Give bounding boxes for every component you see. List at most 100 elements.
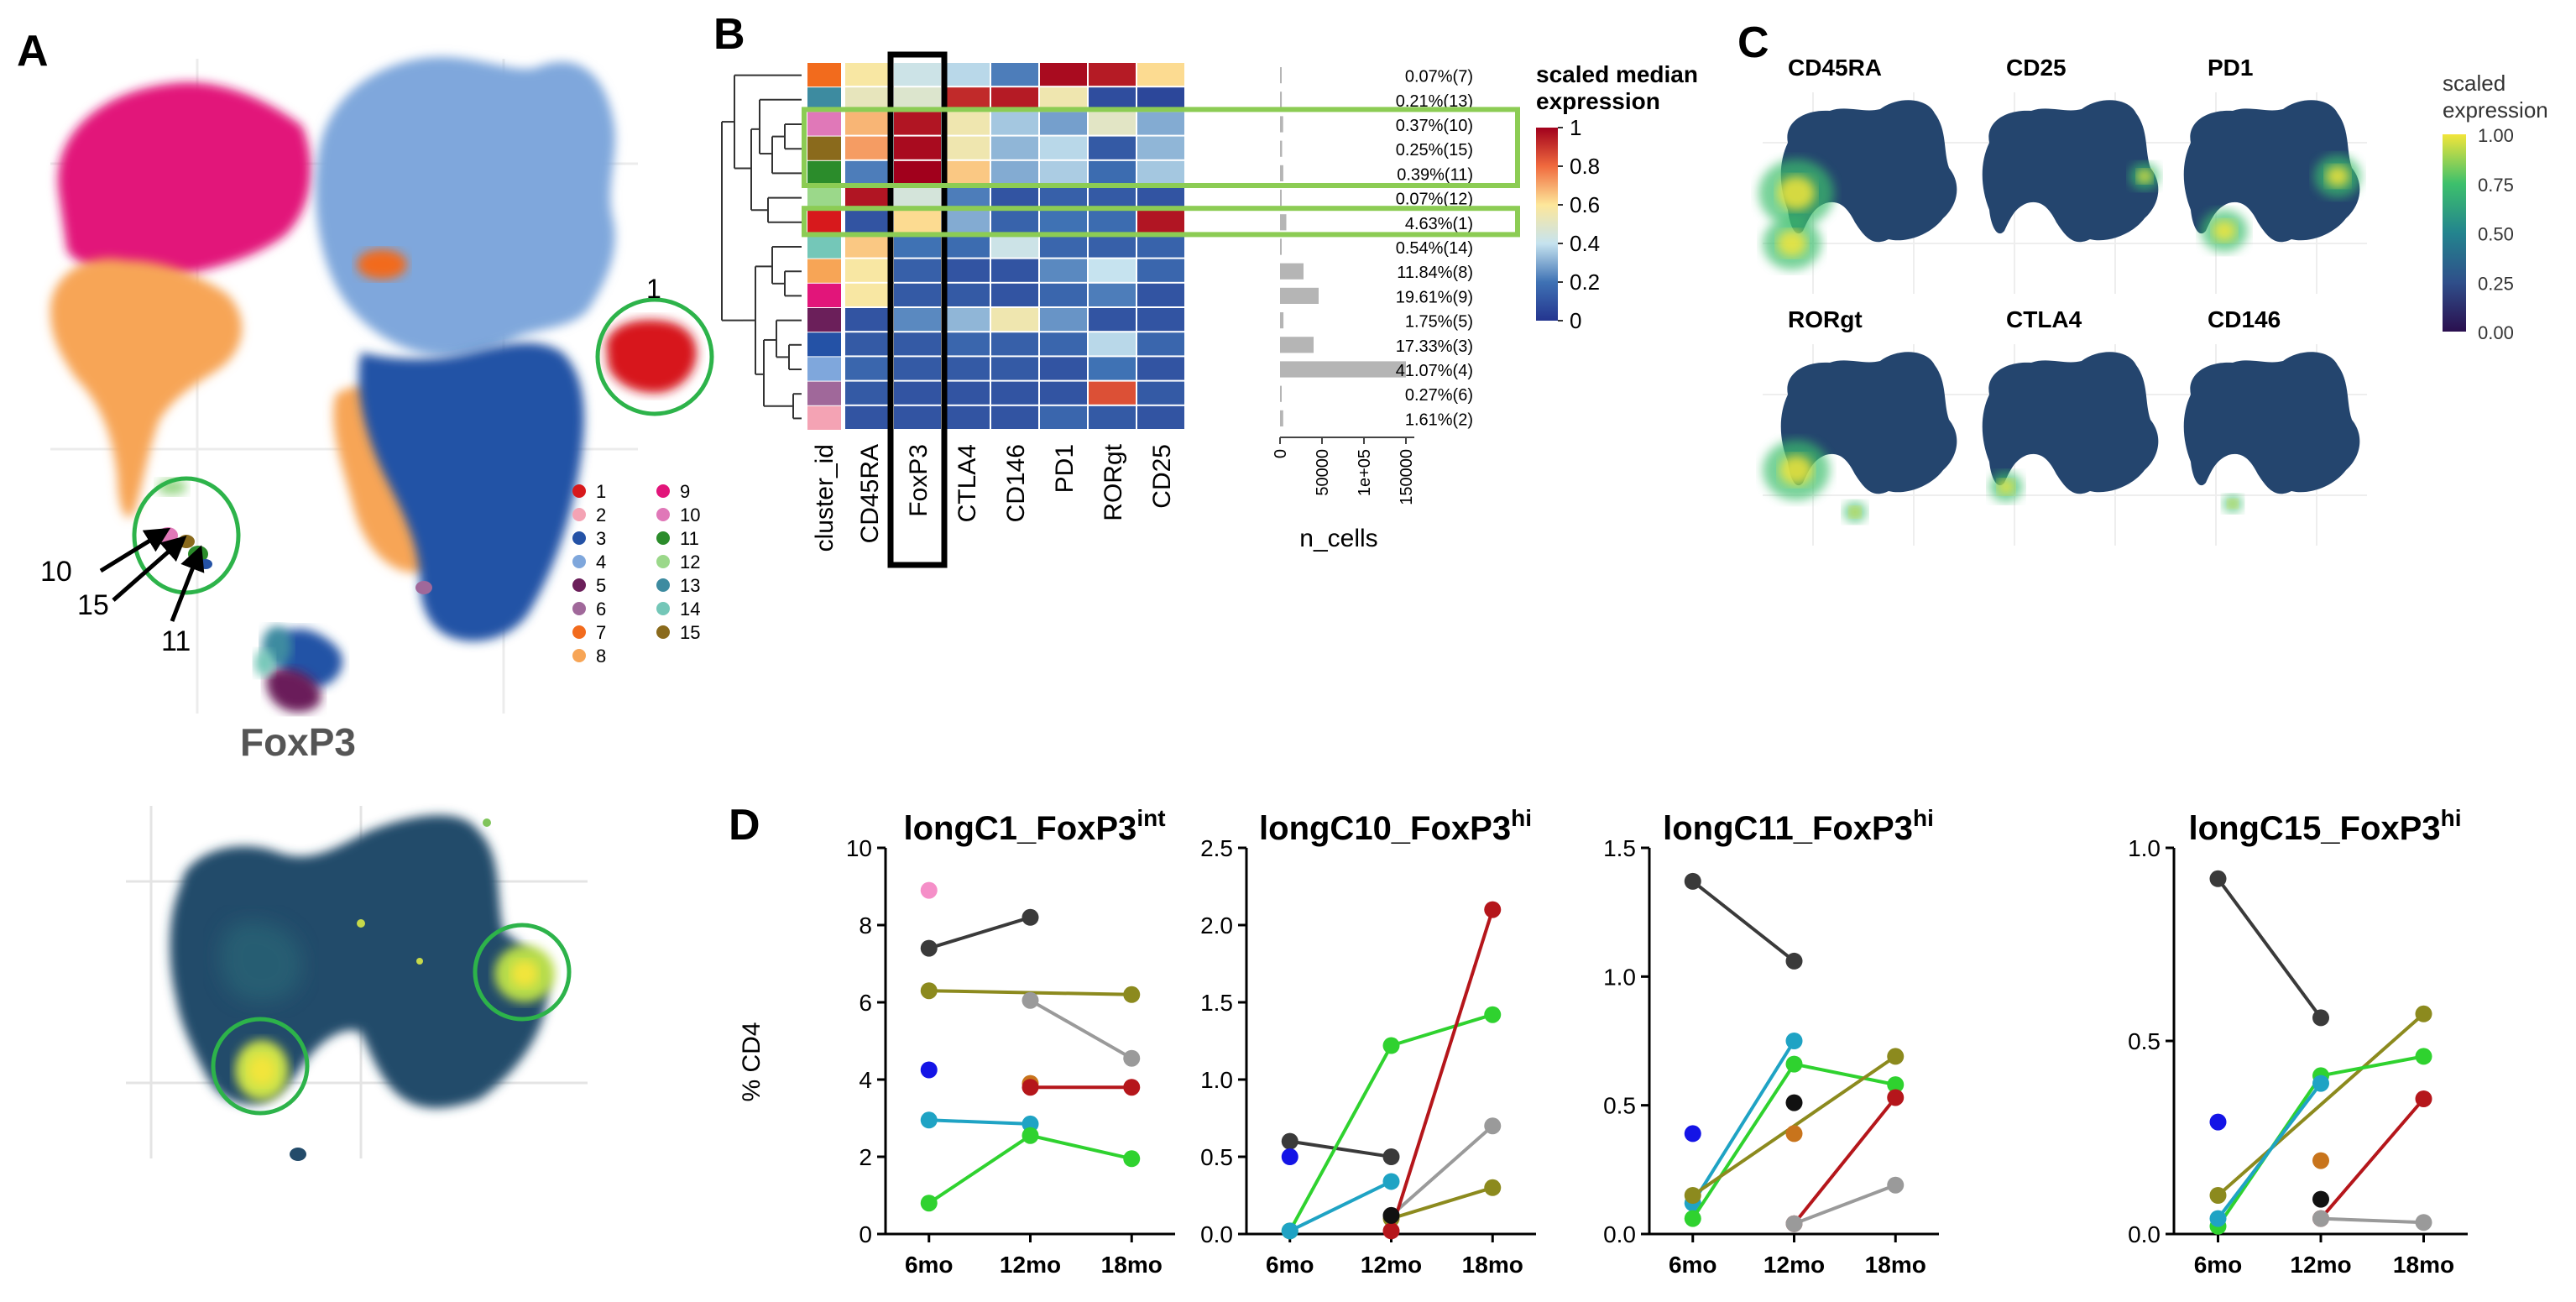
heatmap-cell [1089,210,1136,233]
heatmap-cell [991,234,1038,258]
series-line-darkred [1389,908,1495,1231]
series-point-grey [1484,1117,1502,1135]
chart-title: longC10_FoxP3hi [1259,805,1532,847]
legend-label-8: 8 [596,646,606,667]
heatmap-cell [991,63,1038,86]
panel-b-label: B [713,10,745,59]
heatmap-cell [894,357,941,380]
y-tick-label: 0.0 [2128,1221,2161,1247]
foxp3-umap-title: FoxP3 [240,720,356,764]
n-cells-bar-14 [1280,238,1282,255]
heatmap-cell [1137,87,1184,111]
cluster-percent-label: 1.75%(5) [1405,313,1473,332]
x-tick-label: 18mo [2393,1252,2454,1278]
panel-d-ylabel: % CD4 [738,1022,765,1101]
heatmap-cell [845,160,892,184]
heatmap-cell [991,136,1038,159]
column-label-cluster_id: cluster_id [811,444,839,552]
series-point-pink [920,881,938,899]
heatmap-cell [894,63,941,86]
heatmap-column-labels: cluster_id CD45RA FoxP3 CTLA4 CD146 PD1 RORgt C… [811,443,1176,552]
y-tick-label: 2 [859,1144,872,1170]
marker-colorbar [2443,134,2466,332]
rows-10-15-11-highlight [802,107,1520,188]
heatmap-cell [1089,259,1136,282]
heatmap-legend-title-2: expression [1536,88,1660,114]
heatmap-cell [894,308,941,332]
series-point-green [1887,1076,1905,1094]
cluster-percent-label: 0.07%(7) [1405,68,1473,86]
heatmap-cell [1089,283,1136,306]
heatmap-cell [943,63,990,86]
column-label-FoxP3: FoxP3 [905,444,933,517]
cluster-id-cell-5 [807,308,841,332]
heatmap-cell [1137,63,1184,86]
legend-label-6: 6 [596,599,606,620]
y-tick-label: 2.5 [1200,835,1233,861]
heatmap-cell [1089,160,1136,184]
heatmap-cell [894,87,941,111]
heatmap-highlights [802,51,1520,568]
cluster-percent-label: 0.27%(6) [1405,386,1473,405]
heatmap-cell [845,136,892,159]
marker-legend-title-2: expression [2443,97,2548,123]
series-point-grey [1785,1215,1803,1232]
cluster-id-cell-2 [807,405,841,430]
heatmap-cell [1089,112,1136,135]
heatmap-cell [943,186,990,209]
series-line-black [1289,1139,1392,1158]
heatmap-cell [845,381,892,405]
chart-title: longC11_FoxP3hi [1663,805,1934,847]
x-tick-label: 18mo [1865,1252,1926,1278]
series-point-green [1484,1006,1502,1023]
cluster-percent-label: 0.21%(13) [1396,92,1473,111]
n-cells-tick: 50000 [1314,449,1332,496]
n-cells-bar-4 [1280,361,1406,378]
legend-swatch-5 [572,578,586,592]
n-cells-bar-6 [1280,385,1282,402]
heatmap-cell [894,283,941,306]
series-point-black [1022,908,1039,926]
legend-label-4: 4 [596,552,606,573]
heatmap-cell [1137,308,1184,332]
heatmap-cell [1137,332,1184,356]
umap-marker-title: CTLA4 [2006,306,2082,332]
series-point-black [1382,1148,1400,1165]
series-line-black [2216,877,2323,1019]
heatmap-cell [845,210,892,233]
panel-d-label: D [729,801,760,850]
series-line-grey [2320,1216,2424,1225]
y-tick-label: 8 [859,912,872,939]
umap-marker-CD146: CD146 [2166,306,2367,546]
series-line-green [927,1133,1132,1205]
x-tick-label: 18mo [1101,1252,1163,1278]
cluster-id-cell-1 [807,210,841,234]
series-point-olive [920,982,938,1000]
n-cells-bars [1280,67,1406,426]
y-tick-label: 1.0 [1200,1067,1233,1093]
legend-label-13: 13 [680,575,700,596]
heatmap-cell [1137,381,1184,405]
heatmap-cell [1040,259,1087,282]
series-point-green [920,1195,938,1212]
heatmap-cell [1137,210,1184,233]
legend-swatch-13 [656,578,670,592]
heatmap-colorbar [1536,128,1558,321]
heatmap-cell [1137,112,1184,135]
series-line-darkred [2319,1097,2426,1220]
series-point-green [1785,1055,1803,1073]
heatmap-cell [894,234,941,258]
y-tick-label: 4 [859,1067,872,1093]
y-tick-label: 1.5 [1603,835,1636,861]
heatmap-cell [1137,186,1184,209]
series-point-grey [2415,1214,2432,1231]
chart-title: longC1_FoxP3int [903,805,1165,847]
heatmap-cell [1040,63,1087,86]
series-point-olive [1123,986,1141,1003]
heatmap-cell [894,381,941,405]
legend-swatch-6 [572,602,586,615]
